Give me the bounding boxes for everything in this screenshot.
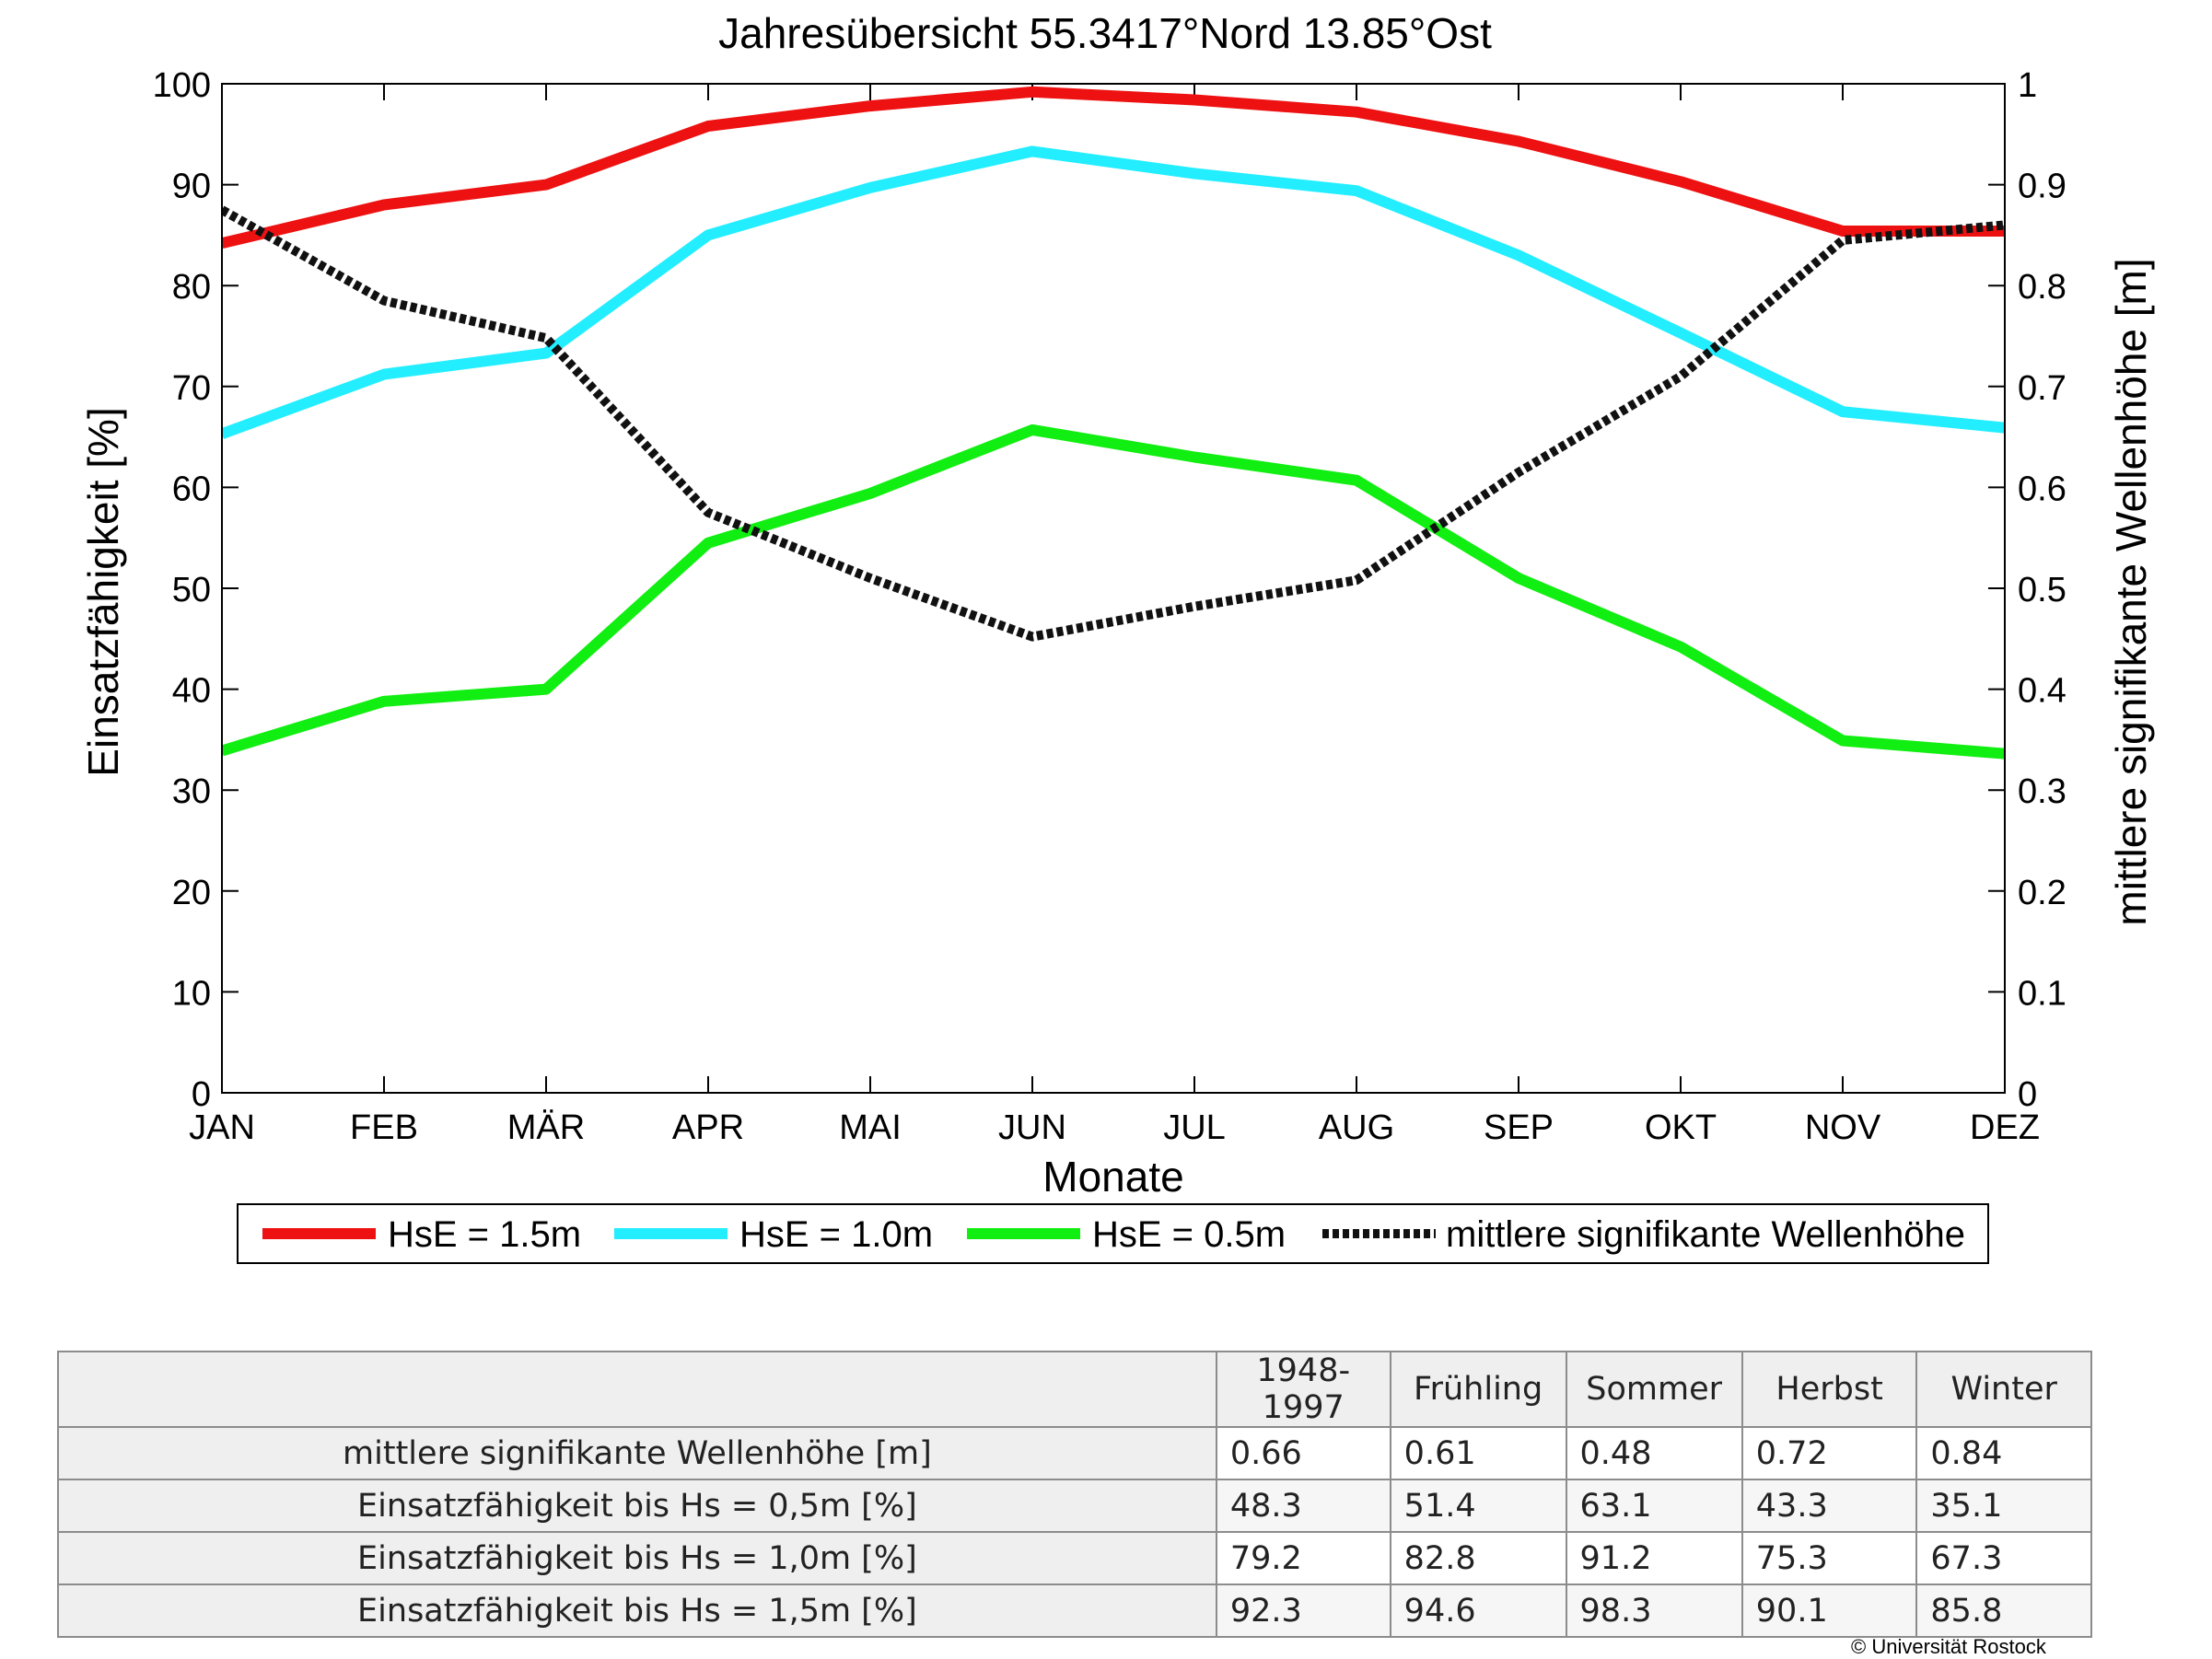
y-tick-label: 20 <box>172 874 211 912</box>
table-cell: 92.3 <box>1215 1584 1391 1638</box>
y-tick-label: 40 <box>172 672 211 711</box>
x-tick-label: NOV <box>1805 1108 1881 1147</box>
table-cell: 0.61 <box>1389 1426 1567 1480</box>
table-cell: 85.8 <box>1915 1584 2092 1638</box>
x-tick-label: OKT <box>1645 1108 1717 1147</box>
y-tick-label: 50 <box>172 571 211 609</box>
legend-label-hse-1-0: HsE = 1.0m <box>739 1214 933 1255</box>
series-line-0 <box>222 86 2005 249</box>
table-cell: 79.2 <box>1215 1531 1391 1585</box>
table-cell: 67.3 <box>1915 1531 2092 1585</box>
y-tick-label: 10 <box>172 974 211 1013</box>
series-line-3 <box>222 205 2005 642</box>
chart-title: Jahresübersicht 55.3417°Nord 13.85°Ost <box>718 9 1492 57</box>
y2-tick-label: 0.7 <box>2018 369 2066 408</box>
table-cell: 63.1 <box>1565 1479 1743 1533</box>
y2-tick-label: 0.5 <box>2018 571 2066 609</box>
legend: HsE = 1.5m HsE = 1.0m HsE = 0.5m mittler… <box>237 1203 1989 1264</box>
y-tick-label: 0 <box>192 1075 211 1114</box>
table-row: Einsatzfähigkeit bis Hs = 1,5m [%] 92.3 … <box>57 1584 2092 1638</box>
legend-box <box>237 1203 1989 1264</box>
table-cell: 94.6 <box>1389 1584 1567 1638</box>
x-tick-label: JUN <box>998 1108 1066 1147</box>
y-tick-label: 80 <box>172 268 211 307</box>
summary-table: 1948-1997 Frühling Sommer Herbst Winter … <box>57 1351 2092 1638</box>
y2-tick-label: 0.2 <box>2018 874 2066 912</box>
row-label: Einsatzfähigkeit bis Hs = 1,0m [%] <box>57 1531 1217 1585</box>
y-tick-label: 60 <box>172 470 211 508</box>
table-header-row: 1948-1997 Frühling Sommer Herbst Winter <box>57 1351 2092 1428</box>
table-cell: 82.8 <box>1389 1531 1567 1585</box>
column-header-winter: Winter <box>1915 1351 2092 1428</box>
x-tick-label: DEZ <box>1970 1108 2040 1147</box>
y-tick-label: 30 <box>172 772 211 811</box>
table-cell: 48.3 <box>1215 1479 1391 1533</box>
y2-axis-label: mittlere signifikante Wellenhöhe [m] <box>2107 258 2155 925</box>
y-tick-label: 90 <box>172 168 211 206</box>
table-cell: 91.2 <box>1565 1531 1743 1585</box>
table-row: Einsatzfähigkeit bis Hs = 1,0m [%] 79.2 … <box>57 1531 2092 1585</box>
column-header-spring: Frühling <box>1389 1351 1567 1428</box>
table-cell: 0.84 <box>1915 1426 2092 1480</box>
x-axis-label: Monate <box>1042 1153 1183 1201</box>
column-header-autumn: Herbst <box>1740 1351 1918 1428</box>
y2-tick-label: 0.4 <box>2018 672 2066 711</box>
column-header-summer: Sommer <box>1565 1351 1743 1428</box>
y-tick-label: 70 <box>172 369 211 408</box>
table-cell: 75.3 <box>1740 1531 1918 1585</box>
y2-tick-label: 0.3 <box>2018 772 2066 811</box>
table-row: mittlere signifikante Wellenhöhe [m] 0.6… <box>57 1426 2092 1480</box>
table-cell: 51.4 <box>1389 1479 1567 1533</box>
x-tick-label: MÄR <box>507 1108 585 1147</box>
row-label: Einsatzfähigkeit bis Hs = 0,5m [%] <box>57 1479 1217 1533</box>
row-label: mittlere signifikante Wellenhöhe [m] <box>57 1426 1217 1480</box>
y2-tick-label: 0.1 <box>2018 974 2066 1013</box>
x-tick-label: MAI <box>839 1108 902 1147</box>
legend-label-hse-0-5: HsE = 0.5m <box>1092 1214 1286 1255</box>
x-tick-label: JAN <box>189 1108 255 1147</box>
table-cell: 43.3 <box>1740 1479 1918 1533</box>
y2-tick-label: 0.9 <box>2018 168 2066 206</box>
table-cell: 0.66 <box>1215 1426 1391 1480</box>
series-line-2 <box>222 423 2005 760</box>
x-tick-label: JUL <box>1163 1108 1226 1147</box>
legend-label-wave-height: mittlere signifikante Wellenhöhe <box>1446 1214 1965 1255</box>
table-cell: 98.3 <box>1565 1584 1743 1638</box>
y-tick-label: 100 <box>153 66 211 105</box>
x-tick-label: SEP <box>1484 1108 1554 1147</box>
line-chart: Jahresübersicht 55.3417°Nord 13.85°Ost E… <box>79 9 2155 1264</box>
y2-tick-label: 0.8 <box>2018 268 2066 307</box>
table-corner <box>57 1351 1217 1428</box>
row-label: Einsatzfähigkeit bis Hs = 1,5m [%] <box>57 1584 1217 1638</box>
table-row: Einsatzfähigkeit bis Hs = 0,5m [%] 48.3 … <box>57 1479 2092 1533</box>
series-line-1 <box>222 145 2005 439</box>
y-axis-label: Einsatzfähigkeit [%] <box>79 407 127 776</box>
table-cell: 90.1 <box>1740 1584 1918 1638</box>
table-cell: 35.1 <box>1915 1479 2092 1533</box>
column-header-period: 1948-1997 <box>1215 1351 1391 1428</box>
y2-tick-label: 0 <box>2018 1075 2037 1114</box>
table-cell: 0.48 <box>1565 1426 1743 1480</box>
y2-tick-label: 0.6 <box>2018 470 2066 508</box>
copyright-notice: © Universität Rostock <box>1851 1635 2046 1658</box>
x-tick-label: APR <box>672 1108 744 1147</box>
y2-tick-label: 1 <box>2018 66 2037 105</box>
table-cell: 0.72 <box>1740 1426 1918 1480</box>
plot-frame <box>221 83 2006 1094</box>
legend-label-hse-1-5: HsE = 1.5m <box>388 1214 581 1255</box>
x-tick-label: AUG <box>1319 1108 1394 1147</box>
x-tick-label: FEB <box>350 1108 418 1147</box>
